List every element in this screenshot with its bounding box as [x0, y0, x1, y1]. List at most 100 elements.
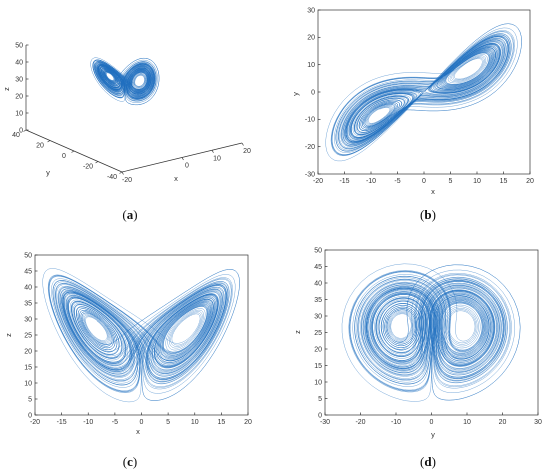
panel-a-y-tick-mark — [95, 161, 99, 164]
panel-a-y-tick-label: 0 — [62, 153, 66, 160]
panel-c-ylabel: z — [4, 333, 13, 337]
panel-c-x-tick-label: 15 — [217, 419, 225, 426]
panel-d-caption: (d) — [420, 454, 436, 469]
panel-a-z-tick-label: 50 — [15, 42, 23, 49]
panel-d-x-tick-label: 10 — [463, 419, 471, 426]
panel-b-x-tick-label: 0 — [422, 178, 426, 185]
panel-d-trajectory — [341, 263, 521, 402]
panel-c-y-tick-label: 10 — [24, 380, 32, 387]
panel-c-xlabel: x — [136, 427, 140, 436]
panel-b-y-tick-label: -10 — [305, 117, 315, 124]
panel-d-ylabel: z — [293, 330, 302, 334]
panel-d-y-tick-label: 35 — [314, 297, 322, 304]
panel-b-y-tick-label: 20 — [307, 35, 315, 42]
panel-b-x-tick-label: 5 — [449, 178, 453, 185]
panel-c-x-tick-label: -20 — [30, 419, 40, 426]
panel-c-y-tick-label: 50 — [24, 252, 32, 259]
panel-c-y-tick-label: 20 — [24, 348, 32, 355]
panel-a-y-tick-mark — [71, 150, 75, 153]
panel-b-y-tick-label: 10 — [307, 62, 315, 69]
panel-c-y-tick-label: 15 — [24, 364, 32, 371]
panel-b-x-tick-label: -10 — [366, 178, 376, 185]
panel-a-x-tick-label: 10 — [213, 155, 221, 162]
panel-a-x-tick-mark — [121, 171, 124, 175]
panel-c-y-tick-label: 45 — [24, 268, 32, 275]
panel-a-z-tick-label: 40 — [15, 59, 23, 66]
panel-b-y-tick-label: -20 — [305, 144, 315, 151]
panel-c-caption: (c) — [123, 454, 137, 469]
panel-a-x-tick-label: 20 — [243, 148, 251, 155]
panel-c-y-tick-label: 35 — [24, 300, 32, 307]
panel-c-y-tick-label: 25 — [24, 332, 32, 339]
panel-b-x-tick-label: 10 — [473, 178, 481, 185]
panel-a-x-tick-mark — [211, 150, 214, 153]
panel-a-axes — [25, 45, 243, 173]
panel-d-y-tick-label: 40 — [314, 280, 322, 287]
panel-a-x-tick-label: -20 — [122, 177, 132, 184]
panel-d-x-tick-label: 0 — [430, 419, 434, 426]
panel-b-xlabel: x — [431, 187, 435, 196]
panel-d-x-tick-label: -30 — [320, 419, 330, 426]
panel-a-xlabel: x — [174, 174, 178, 183]
panel-b-x-tick-label: 15 — [500, 178, 508, 185]
panel-b-y-tick-label: -30 — [305, 171, 315, 178]
panel-d-x-tick-label: -20 — [355, 419, 365, 426]
panel-b-y-tick-label: 0 — [311, 89, 315, 96]
panel-c-x-tick-label: 5 — [166, 419, 170, 426]
panel-c-ticks: -20 -15 -10 -5 0 5 10 15 20 0 5 10 15 20 25 30 35 40 45 50 — [24, 252, 252, 426]
panel-d-y-tick-label: 15 — [314, 363, 322, 370]
panel-d-y-tick-label: 20 — [314, 346, 322, 353]
panel-b-x-tick-label: 20 — [526, 178, 534, 185]
panel-c-y-tick-label: 30 — [24, 316, 32, 323]
panel-b-x-tick-label: -20 — [313, 178, 323, 185]
panel-a-y-tick-mark — [47, 140, 51, 143]
panel-a-caption: (a) — [122, 207, 137, 222]
panel-d-y-tick-label: 50 — [314, 247, 322, 254]
panel-a-y-tick-label: -40 — [107, 174, 117, 181]
panel-c-y-tick-label: 0 — [28, 412, 32, 419]
panel-a-x-tick-mark — [181, 157, 184, 161]
panel-d-y-tick-label: 45 — [314, 264, 322, 271]
panel-c-x-tick-label: 0 — [140, 419, 144, 426]
panel-a-trajectory — [90, 57, 160, 105]
panel-a-z-tick-label: 0 — [19, 127, 23, 134]
panel-a-z-tick-label: 10 — [15, 110, 23, 117]
panel-a-zlabel: z — [2, 87, 11, 91]
panel-d-y-tick-label: 5 — [318, 396, 322, 403]
panel-d-y-tick-label: 10 — [314, 379, 322, 386]
panel-a-y-tick-mark — [119, 171, 123, 174]
panel-d-x-tick-label: 20 — [499, 419, 507, 426]
panel-c-x-tick-label: 10 — [191, 419, 199, 426]
panel-a-x-tick-label: 0 — [185, 163, 189, 170]
panel-c: -20 -15 -10 -5 0 5 10 15 2005101520253035404550 … — [4, 252, 252, 436]
panel-c-x-tick-label: 20 — [244, 419, 252, 426]
panel-d-x-tick-label: -10 — [391, 419, 401, 426]
panel-b-x-tick-label: -5 — [394, 178, 400, 185]
panel-b-x-tick-label: -15 — [339, 178, 349, 185]
panel-d-ticks: -30 -20 -10 0 10 20 30 0 5 10 15 20 25 30 35 40 45 50 — [314, 247, 542, 426]
panel-c-y-tick-label: 5 — [28, 396, 32, 403]
panel-d-x-tick-label: 30 — [534, 419, 542, 426]
panel-d: -30 -20 -10 0 10 20 30 0 5 10 15 20 25 30 35 40 45 50 y z — [293, 247, 542, 439]
panel-a-z-tick-label: 30 — [15, 76, 23, 83]
panel-c-trajectory — [42, 268, 240, 403]
panel-a-x-tick-mark — [241, 142, 244, 146]
panel-a-y-tick-label: 20 — [36, 143, 44, 150]
panel-d-y-tick-label: 25 — [314, 330, 322, 337]
panel-c-y-tick-label: 40 — [24, 284, 32, 291]
panel-d-y-tick-label: 0 — [318, 412, 322, 419]
panel-c-x-tick-label: -5 — [112, 419, 118, 426]
panel-a-y-tick-label: -20 — [83, 164, 93, 171]
panel-c-x-tick-label: -15 — [57, 419, 67, 426]
panel-d-y-tick-label: 30 — [314, 313, 322, 320]
panel-b-ylabel: y — [291, 92, 300, 96]
panel-b-y-tick-label: 30 — [307, 7, 315, 14]
panel-a-y-tick-label: 40 — [12, 132, 20, 139]
panel-c-x-tick-label: -10 — [83, 419, 93, 426]
panel-d-xlabel: y — [431, 430, 435, 439]
